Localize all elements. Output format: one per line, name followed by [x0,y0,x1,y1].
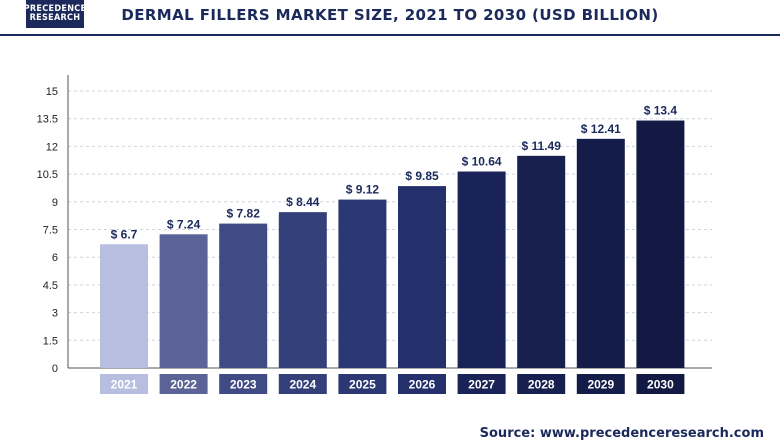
brand-line2: RESEARCH [29,13,81,23]
category-box [517,374,566,394]
bar [636,120,685,369]
x-tick-label: 2027 [468,378,495,392]
category-box [278,374,327,394]
category-box [100,374,148,394]
y-tick-label: 7.5 [43,225,58,237]
y-tick-label: 1.5 [43,335,58,347]
y-tick-label: 3 [52,308,58,320]
category-box [457,374,506,394]
y-tick-label: 13.5 [37,114,58,126]
bar [219,223,268,368]
category-box [398,374,446,394]
y-tick-label: 12 [46,141,58,153]
x-tick-label: 2024 [289,378,316,392]
y-tick-label: 9 [52,197,58,209]
y-tick-label: 15 [46,86,58,98]
category-box [159,374,208,394]
source-credit: Source: www.precedenceresearch.com [479,426,764,441]
chart-title: DERMAL FILLERS MARKET SIZE, 2021 TO 2030… [121,6,659,24]
bar [576,138,625,368]
y-tick-label: 10.5 [37,169,58,181]
y-tick-label: 6 [52,252,58,264]
data-label: $ 7.24 [167,217,201,231]
category-box [576,374,625,394]
bar [159,234,208,368]
x-tick-label: 2025 [349,378,376,392]
data-label: $ 9.85 [405,169,439,183]
bar [517,155,566,368]
bar-chart: 0 1.5 3 4.5 6 7.5 9 10.5 12 13.5 15 $ 6.7 2021 $ 7.24… [37,75,712,394]
x-tick-label: 2022 [170,378,197,392]
data-label: $ 12.41 [581,122,621,136]
bar [338,199,387,368]
category-box [636,374,685,394]
category-box [219,374,268,394]
bar [278,212,327,368]
data-label: $ 7.82 [227,207,261,221]
data-label: $ 9.12 [346,183,380,197]
x-tick-label: 2023 [230,378,257,392]
x-tick-label: 2021 [111,378,138,392]
chart-area: 0 1.5 3 4.5 6 7.5 9 10.5 12 13.5 15 $ 6.7 2021 $ 7.24… [0,36,780,424]
data-label: $ 13.4 [644,104,678,118]
x-tick-label: 2028 [528,378,555,392]
data-label: $ 10.64 [462,155,502,169]
header: PRECEDENCE RESEARCH DERMAL FILLERS MARKE… [0,0,780,34]
data-label: $ 11.49 [522,139,562,153]
y-tick-label: 4.5 [43,280,58,292]
brand-logo: PRECEDENCE RESEARCH [23,0,87,28]
x-tick-label: 2026 [409,378,436,392]
data-label: $ 8.44 [286,195,320,209]
x-tick-label: 2029 [587,378,614,392]
y-tick-label: 0 [52,363,58,375]
x-tick-label: 2030 [647,378,674,392]
brand-line1: PRECEDENCE [23,4,87,14]
data-label: $ 6.7 [111,227,138,241]
bar [100,244,148,368]
header-divider [0,34,780,36]
bar [398,186,446,368]
bar [457,171,506,368]
category-box [338,374,387,394]
